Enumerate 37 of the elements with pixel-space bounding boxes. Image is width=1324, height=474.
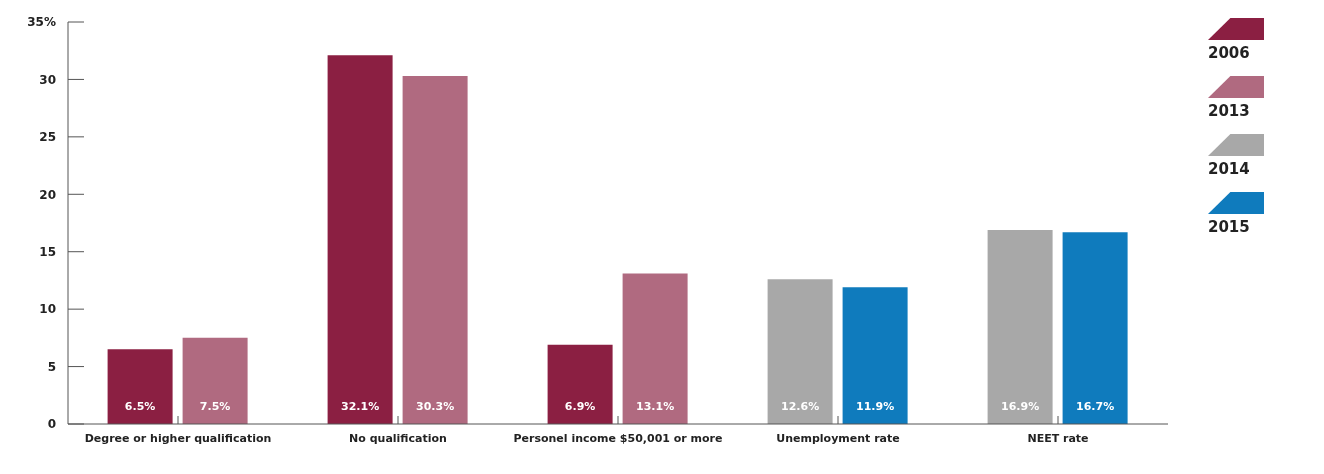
data-label: 12.6% bbox=[781, 400, 820, 413]
bar bbox=[842, 287, 908, 424]
x-tick-label: No qualification bbox=[349, 432, 447, 445]
bar bbox=[1062, 232, 1128, 424]
legend-label: 2015 bbox=[1208, 218, 1250, 236]
x-tick-label: Personel income $50,001 or more bbox=[513, 432, 723, 445]
y-tick-label: 15 bbox=[39, 244, 56, 259]
data-label: 32.1% bbox=[341, 400, 380, 413]
bar bbox=[987, 229, 1053, 424]
y-tick-label: 30 bbox=[39, 72, 56, 87]
data-label: 30.3% bbox=[416, 400, 455, 413]
y-tick-label: 20 bbox=[39, 187, 56, 202]
x-tick-label: Unemployment rate bbox=[776, 432, 900, 445]
bar bbox=[182, 337, 248, 424]
y-tick-label: 5 bbox=[47, 359, 56, 374]
data-label: 16.7% bbox=[1076, 400, 1115, 413]
y-tick-label: 10 bbox=[39, 302, 56, 317]
bar bbox=[622, 273, 688, 424]
bar bbox=[767, 279, 833, 424]
x-tick-label: Degree or higher qualification bbox=[84, 432, 272, 445]
legend-label: 2014 bbox=[1208, 160, 1250, 178]
y-tick-label: 25 bbox=[39, 130, 56, 145]
data-label: 6.9% bbox=[564, 400, 596, 413]
data-label: 16.9% bbox=[1001, 400, 1040, 413]
x-tick-label: NEET rate bbox=[1027, 432, 1089, 445]
bar bbox=[547, 344, 613, 424]
legend-label: 2013 bbox=[1208, 102, 1250, 120]
data-label: 13.1% bbox=[636, 400, 675, 413]
y-tick-label: 0 bbox=[47, 417, 56, 432]
bar bbox=[327, 55, 393, 424]
y-tick-label: 35% bbox=[27, 15, 56, 30]
bar bbox=[402, 75, 468, 424]
bar bbox=[107, 349, 173, 424]
data-label: 7.5% bbox=[199, 400, 231, 413]
data-label: 6.5% bbox=[124, 400, 156, 413]
legend-label: 2006 bbox=[1208, 44, 1250, 62]
data-label: 11.9% bbox=[856, 400, 895, 413]
